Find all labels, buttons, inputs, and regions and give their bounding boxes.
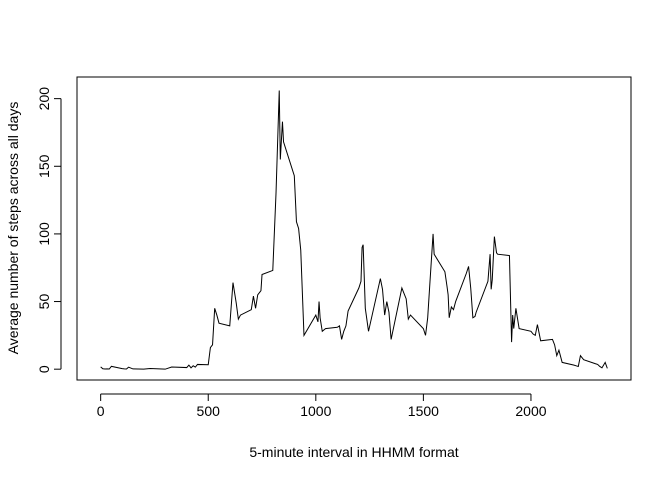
x-axis-label: 5-minute interval in HHMM format <box>249 444 458 460</box>
y-axis-label: Average number of steps across all days <box>5 102 21 355</box>
series-line <box>100 90 608 370</box>
y-tick-label: 50 <box>36 294 52 310</box>
y-tick-label: 200 <box>36 87 52 111</box>
x-tick-label: 2000 <box>515 403 546 419</box>
y-axis: 0 50 100 150 200 <box>36 87 62 373</box>
y-tick-label: 100 <box>36 222 52 246</box>
x-tick-label: 1500 <box>408 403 439 419</box>
plot-frame <box>76 76 632 381</box>
x-axis: 0 500 1000 1500 2000 <box>97 393 547 419</box>
y-tick-label: 0 <box>36 365 52 373</box>
x-tick-label: 1000 <box>300 403 331 419</box>
y-tick-label: 150 <box>36 154 52 178</box>
x-tick-label: 500 <box>197 403 221 419</box>
x-tick-label: 0 <box>97 403 105 419</box>
